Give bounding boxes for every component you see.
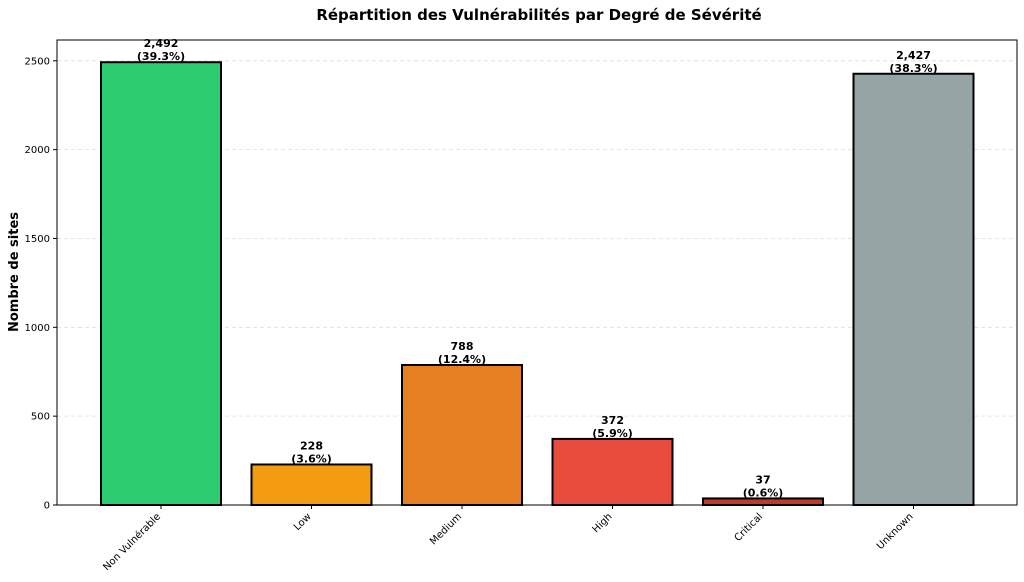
bar-value-label-3: 372 [601, 414, 624, 427]
bar-5 [852, 72, 975, 506]
data-labels: 2,492(39.3%) 228(3.6%) 788(12.4%) 372(5.9%)… [137, 37, 938, 499]
bar-3 [551, 437, 674, 507]
bar-0 [100, 61, 222, 507]
y-tick-label-1: 500 [31, 412, 50, 423]
x-tick-label-2: Medium [428, 511, 464, 547]
bar-percent-label-3: (5.9%) [592, 427, 633, 440]
x-tick-label-5: Unknown [875, 511, 916, 552]
y-tick-label-4: 2000 [25, 145, 50, 156]
x-tick-label-0: Non Vulnérable [101, 511, 164, 574]
bar-percent-label-2: (12.4%) [438, 353, 486, 366]
x-tick-label-3: High [591, 511, 615, 535]
bar-value-label-5: 2,427 [896, 49, 931, 62]
x-tick-label-1: Low [292, 511, 314, 533]
y-axis-ticks: 0 500 1000 1500 2000 2500 [25, 56, 57, 512]
y-tick-label-5: 2500 [25, 56, 50, 67]
bar-value-label-1: 228 [300, 439, 323, 452]
y-tick-label-3: 1500 [25, 234, 50, 245]
bar-percent-label-1: (3.6%) [291, 452, 332, 465]
bar-percent-label-0: (39.3%) [137, 50, 185, 63]
y-tick-label-0: 0 [44, 501, 50, 512]
plot-frame [56, 39, 1018, 506]
x-axis-ticks: Non Vulnérable Low Medium High Critical Unkno… [101, 505, 916, 573]
bar-percent-label-5: (38.3%) [889, 62, 937, 75]
bar-value-label-0: 2,492 [144, 37, 179, 50]
bar-2 [401, 363, 523, 506]
bar-percent-label-4: (0.6%) [743, 486, 784, 499]
bar-1 [250, 463, 373, 507]
bar-value-label-4: 37 [755, 473, 770, 486]
y-tick-label-2: 1000 [25, 323, 50, 334]
bar-value-label-2: 788 [451, 340, 474, 353]
x-tick-label-4: Critical [733, 511, 766, 544]
y-axis-label: Nombre de sites [7, 212, 22, 332]
chart-title: Répartition des Vulnérabilités par Degré… [316, 6, 761, 24]
bars [100, 61, 975, 507]
